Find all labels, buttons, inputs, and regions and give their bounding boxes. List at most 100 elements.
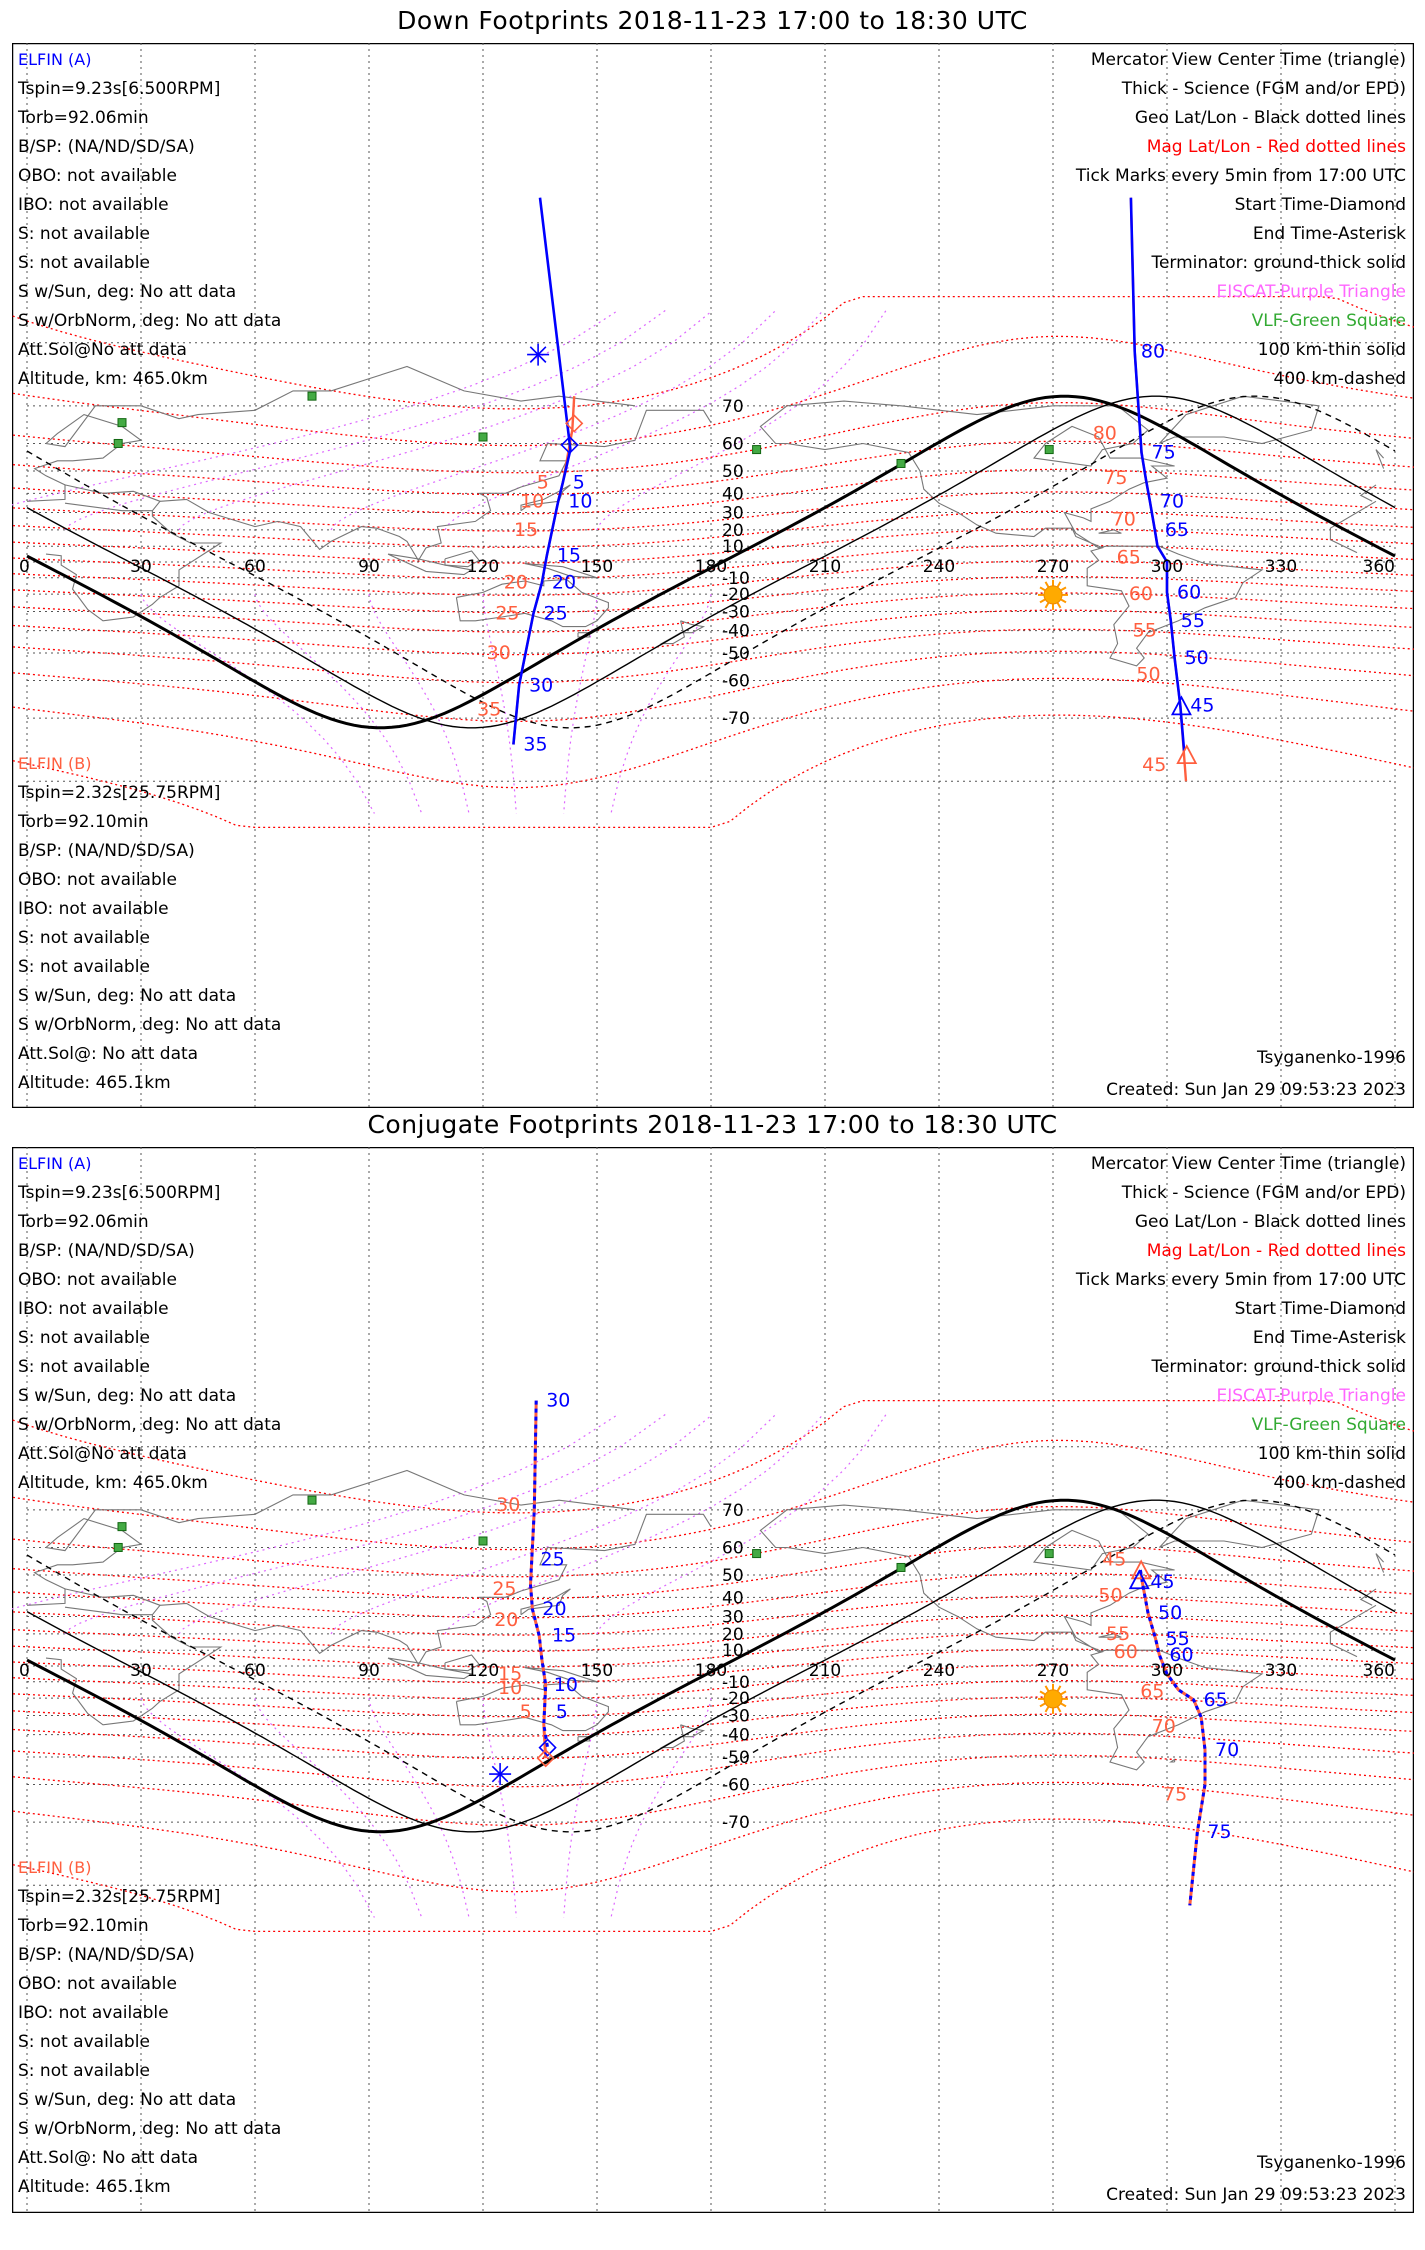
- mag-lon-line: [563, 1698, 598, 1918]
- elfin-a-center-triangle: [1128, 1569, 1150, 1590]
- vlf-station-square: [117, 418, 127, 428]
- elfin-b-name: ELFIN (B): [18, 1858, 91, 1877]
- elfin-b-time-tick-label: 60: [1129, 583, 1153, 605]
- x-tick-label: 150: [581, 1661, 613, 1681]
- elfin-a-time-tick-label: 30: [546, 1390, 570, 1412]
- y-tick-label: 20: [722, 521, 744, 541]
- x-tick-label: 120: [467, 557, 499, 577]
- mag-lon-line: [482, 594, 517, 814]
- mag-lon-line: [610, 594, 712, 814]
- legend-entry: Mercator View Center Time (triangle): [1091, 1154, 1406, 1174]
- legend-entry: End Time-Asterisk: [1253, 1328, 1406, 1348]
- elfin-a-time-tick-label: 5: [573, 472, 585, 494]
- elfin-b-info-line: S: not available: [18, 2032, 150, 2052]
- mag-lat-line: [12, 335, 1414, 447]
- elfin-a-time-tick-label: 45: [1150, 1571, 1174, 1593]
- legend-entry: Thick - Science (FGM and/or EPD): [1121, 79, 1406, 99]
- elfin-b-info-line: Altitude: 465.1km: [18, 2177, 171, 2197]
- mag-lon-line: [482, 1698, 517, 1918]
- coastline: [1359, 484, 1377, 502]
- vlf-station-square: [307, 391, 317, 401]
- elfin-a-time-tick-label: 50: [1158, 1602, 1182, 1624]
- elfin-a-name: ELFIN (A): [18, 50, 91, 69]
- mag-lon-line: [596, 1414, 887, 1635]
- coastline: [26, 1588, 161, 1616]
- mag-lat-line: [12, 677, 1414, 789]
- mag-lon-line: [596, 310, 887, 531]
- vlf-station-square: [1044, 1549, 1054, 1559]
- elfin-b-time-tick-label: 65: [1117, 546, 1141, 568]
- legend-entry: Terminator: ground-thick solid: [1150, 1357, 1406, 1377]
- elfin-a-info-line: Torb=92.06min: [17, 108, 149, 128]
- panel-title-down: Down Footprints 2018-11-23 17:00 to 18:3…: [397, 6, 1028, 35]
- elfin-a-info-line: S: not available: [18, 224, 150, 244]
- y-tick-label: -40: [722, 622, 750, 642]
- mag-lon-line: [140, 1697, 375, 1918]
- elfin-a-info-line: IBO: not available: [18, 195, 169, 215]
- mag-lat-line: [12, 1505, 1414, 1578]
- elfin-a-info-line: S: not available: [18, 253, 150, 273]
- elfin-b-info-line: S w/OrbNorm, deg: No att data: [18, 2119, 281, 2139]
- mag-lat-line: [12, 1439, 1414, 1551]
- coastline: [759, 1504, 1264, 1771]
- mag-lon-line: [178, 1414, 713, 1635]
- y-tick-label: -40: [722, 1726, 750, 1746]
- elfin-b-info-line: Torb=92.10min: [17, 812, 149, 832]
- elfin-a-info-line: IBO: not available: [18, 1299, 169, 1319]
- legend-entry: Mag Lat/Lon - Red dotted lines: [1147, 1241, 1406, 1261]
- elfin-b-time-tick-label: 45: [1142, 754, 1166, 776]
- legend-entry: Mag Lat/Lon - Red dotted lines: [1147, 137, 1406, 157]
- legend-entry: Terminator: ground-thick solid: [1150, 253, 1406, 273]
- plot-frame: [12, 1147, 1414, 2213]
- elfin-a-time-tick-label: 70: [1215, 1739, 1239, 1761]
- elfin-b-info-line: B/SP: (NA/ND/SD/SA): [18, 841, 195, 861]
- mag-lon-line: [178, 310, 713, 531]
- x-tick-label: 90: [358, 1661, 380, 1681]
- elfin-b-time-tick-label: 75: [1163, 1783, 1187, 1805]
- legend-entry: 400 km-dashed: [1274, 1473, 1406, 1493]
- elfin-b-info-line: Altitude: 465.1km: [18, 1073, 171, 1093]
- elfin-b-center-triangle: [1176, 744, 1198, 765]
- vlf-station-square: [1044, 445, 1054, 455]
- down-footprints-map: 5101520253035455055606570758051015202530…: [12, 43, 1414, 1108]
- mag-lat-line: [12, 1399, 1414, 1514]
- elfin-a-time-tick-label: 20: [552, 572, 576, 594]
- legend-entry: 100 km-thin solid: [1258, 340, 1406, 360]
- legend-entry: 100 km-thin solid: [1258, 1444, 1406, 1464]
- elfin-a-time-tick-label: 75: [1207, 1821, 1231, 1843]
- coastline: [1169, 1758, 1176, 1763]
- elfin-b-info-line: S w/OrbNorm, deg: No att data: [18, 1015, 281, 1035]
- elfin-a-end-asterisk: [527, 343, 550, 366]
- coastline: [444, 1654, 481, 1672]
- y-tick-label: 10: [722, 1641, 744, 1661]
- elfin-a-time-tick-label: 10: [568, 490, 592, 512]
- legend-entry: Geo Lat/Lon - Black dotted lines: [1135, 1212, 1406, 1232]
- y-tick-label: 10: [722, 537, 744, 557]
- elfin-a-end-asterisk: [489, 1763, 512, 1786]
- elfin-a-start-diamond: [538, 1738, 557, 1757]
- elfin-a-info-line: Altitude, km: 465.0km: [18, 369, 208, 389]
- vlf-station-square: [896, 1562, 906, 1572]
- legend-entry: Thick - Science (FGM and/or EPD): [1121, 1183, 1406, 1203]
- elfin-a-track-atlantic: [1129, 197, 1186, 751]
- coastline: [1375, 1553, 1385, 1573]
- elfin-b-time-tick-label: 15: [498, 1663, 522, 1685]
- created-timestamp: Created: Sun Jan 29 09:53:23 2023: [1106, 1080, 1406, 1100]
- x-tick-label: 300: [1151, 1661, 1183, 1681]
- elfin-a-time-tick-label: 60: [1177, 581, 1201, 603]
- elfin-b-time-tick-label: 30: [487, 642, 511, 664]
- elfin-b-info-line: B/SP: (NA/ND/SD/SA): [18, 1945, 195, 1965]
- elfin-a-time-tick-label: 25: [541, 1548, 565, 1570]
- vlf-station-square: [752, 445, 762, 455]
- y-tick-label: -70: [722, 709, 750, 729]
- elfin-a-track-pacific: [512, 197, 572, 745]
- x-tick-label: 0: [19, 1661, 30, 1681]
- y-tick-label: -50: [722, 644, 750, 664]
- coastline: [1329, 500, 1377, 554]
- x-tick-label: 90: [358, 557, 380, 577]
- mag-lat-line: [12, 1781, 1414, 1893]
- elfin-a-track-atlantic: [1138, 1569, 1207, 1906]
- elfin-b-info-line: Torb=92.10min: [17, 1916, 149, 1936]
- legend-entry: Tick Marks every 5min from 17:00 UTC: [1075, 166, 1406, 186]
- elfin-a-time-tick-label: 15: [557, 545, 581, 567]
